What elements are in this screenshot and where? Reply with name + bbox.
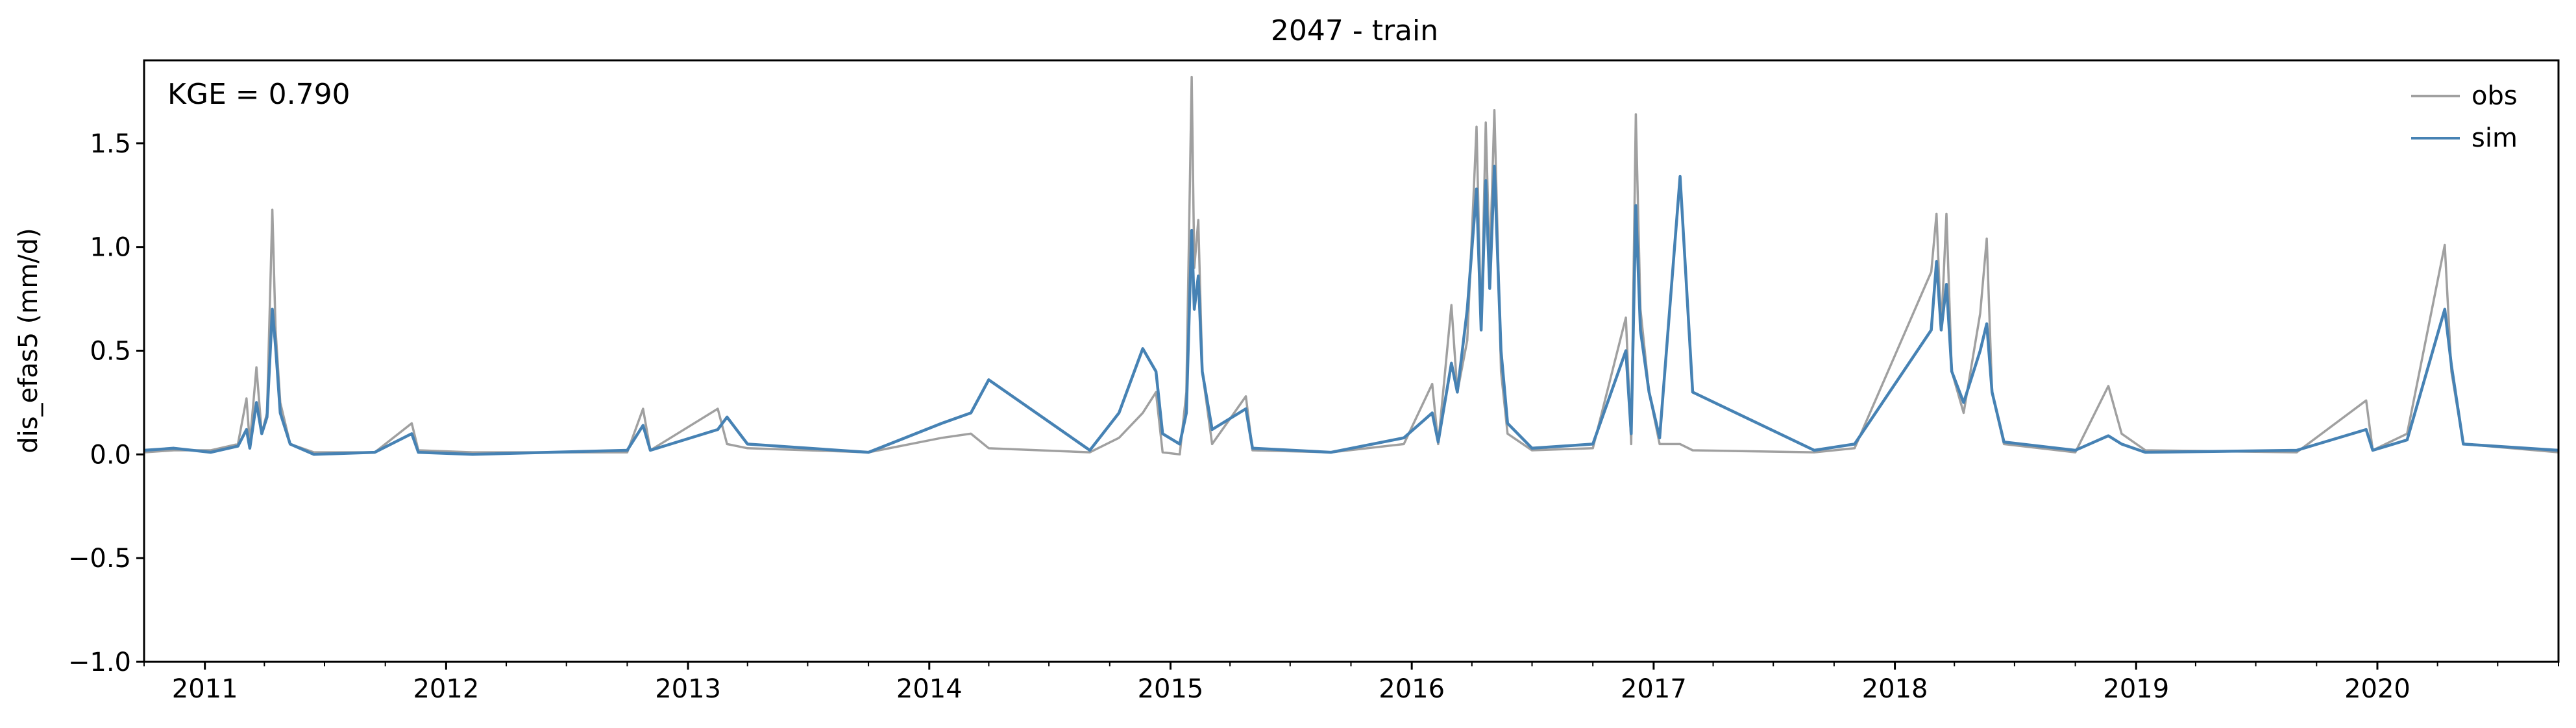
x-tick-label-5: 2016 — [1379, 674, 1445, 704]
legend-label-obs: obs — [2472, 81, 2518, 111]
x-tick-label-3: 2014 — [896, 674, 963, 704]
y-tick-label-4: −0.5 — [68, 544, 131, 574]
y-tick-label-5: −1.0 — [68, 648, 131, 677]
x-tick-label-8: 2019 — [2103, 674, 2169, 704]
y-tick-label-0: 1.5 — [90, 129, 131, 159]
y-axis-label: dis_efas5 (mm/d) — [14, 228, 43, 454]
x-tick-label-4: 2015 — [1138, 674, 1204, 704]
y-tick-label-2: 0.5 — [90, 337, 131, 367]
kge-annotation: KGE = 0.790 — [167, 78, 350, 111]
y-tick-label-1: 1.0 — [90, 233, 131, 263]
x-tick-label-6: 2017 — [1621, 674, 1687, 704]
x-tick-label-9: 2020 — [2344, 674, 2410, 704]
x-tick-label-1: 2012 — [413, 674, 479, 704]
x-tick-label-0: 2011 — [172, 674, 238, 704]
x-tick-label-2: 2013 — [655, 674, 721, 704]
y-tick-label-3: 0.0 — [90, 440, 131, 470]
x-tick-label-7: 2018 — [1862, 674, 1928, 704]
chart-title: 2047 - train — [1271, 14, 1438, 47]
legend-label-sim: sim — [2472, 123, 2518, 153]
